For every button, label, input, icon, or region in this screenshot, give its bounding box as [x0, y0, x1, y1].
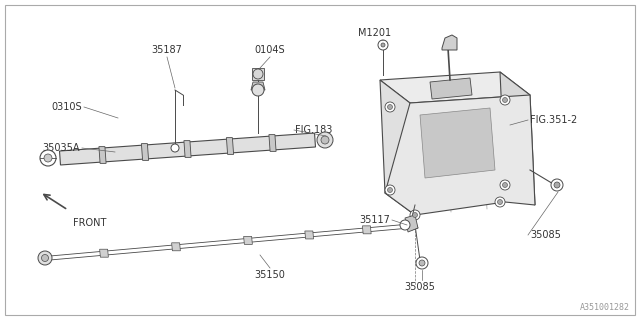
Polygon shape [442, 35, 457, 50]
Circle shape [44, 154, 52, 162]
Circle shape [502, 98, 508, 102]
Polygon shape [141, 144, 148, 160]
Polygon shape [100, 249, 108, 257]
Polygon shape [380, 72, 530, 103]
Text: 35035A: 35035A [42, 143, 80, 153]
Polygon shape [420, 108, 495, 178]
Circle shape [410, 210, 420, 220]
Polygon shape [60, 133, 316, 165]
Polygon shape [380, 80, 415, 215]
Circle shape [42, 254, 49, 261]
Circle shape [416, 257, 428, 269]
Polygon shape [99, 147, 106, 164]
Circle shape [38, 251, 52, 265]
Polygon shape [244, 236, 252, 244]
Polygon shape [362, 226, 371, 234]
Polygon shape [430, 78, 472, 99]
Polygon shape [252, 68, 264, 80]
Circle shape [253, 69, 263, 79]
Polygon shape [385, 95, 535, 215]
Polygon shape [227, 138, 234, 154]
Circle shape [378, 40, 388, 50]
Text: 35085: 35085 [530, 230, 561, 240]
Text: FIG.183: FIG.183 [295, 125, 332, 135]
Circle shape [495, 197, 505, 207]
Circle shape [413, 212, 417, 218]
Text: 0104S: 0104S [255, 45, 285, 55]
Circle shape [317, 132, 333, 148]
Circle shape [385, 185, 395, 195]
Circle shape [551, 179, 563, 191]
Polygon shape [500, 72, 535, 205]
Circle shape [400, 220, 410, 230]
Circle shape [419, 260, 425, 266]
Text: 35117: 35117 [359, 215, 390, 225]
Circle shape [321, 136, 329, 144]
Text: FIG.351-2: FIG.351-2 [530, 115, 577, 125]
Text: 35150: 35150 [255, 270, 285, 280]
Polygon shape [184, 140, 191, 157]
Circle shape [381, 43, 385, 47]
Circle shape [387, 188, 392, 193]
Circle shape [500, 180, 510, 190]
Polygon shape [405, 215, 418, 232]
Text: 0310S: 0310S [51, 102, 82, 112]
Polygon shape [269, 135, 276, 151]
Polygon shape [172, 243, 180, 251]
Text: A351001282: A351001282 [580, 303, 630, 312]
Text: M1201: M1201 [358, 28, 392, 38]
Circle shape [171, 144, 179, 152]
Text: 35085: 35085 [404, 282, 435, 292]
Circle shape [40, 150, 56, 166]
Polygon shape [407, 218, 418, 230]
Polygon shape [305, 231, 314, 239]
Text: 35187: 35187 [152, 45, 182, 55]
Circle shape [252, 84, 264, 96]
Circle shape [387, 105, 392, 109]
Polygon shape [251, 82, 265, 90]
Circle shape [502, 182, 508, 188]
Circle shape [385, 102, 395, 112]
Circle shape [497, 199, 502, 204]
Circle shape [554, 182, 560, 188]
Circle shape [500, 95, 510, 105]
Text: FRONT: FRONT [73, 218, 106, 228]
